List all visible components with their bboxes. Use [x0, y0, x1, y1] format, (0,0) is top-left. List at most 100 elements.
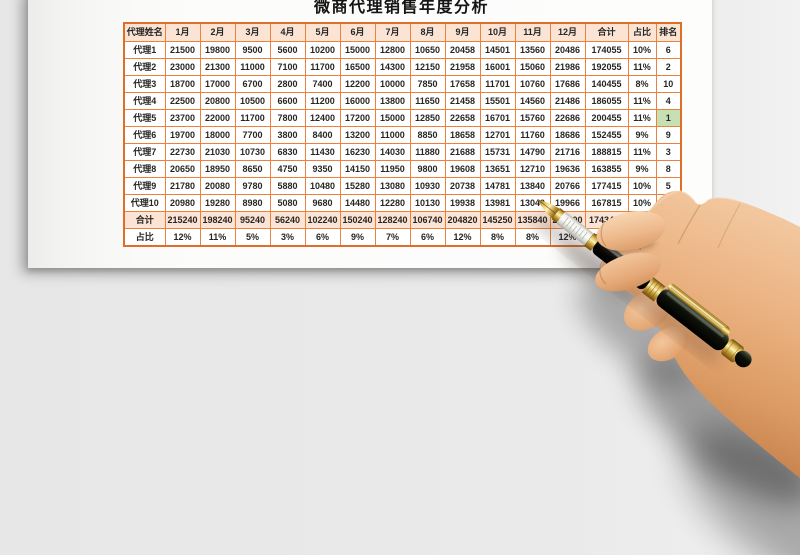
table-cell: 7	[655, 194, 682, 212]
table-cell: 1743430	[584, 211, 629, 229]
table-cell: 代理7	[123, 143, 166, 161]
table-cell: 11%	[627, 92, 657, 110]
table-cell: 174055	[584, 41, 629, 59]
table-cell: 11650	[409, 92, 446, 110]
table-cell: 6%	[409, 228, 446, 247]
table-cell: 4	[655, 92, 682, 110]
table-cell: 192055	[584, 58, 629, 76]
table-cell: 11000	[234, 58, 271, 76]
table-cell: 152455	[584, 126, 629, 144]
table-cell: 128240	[374, 211, 411, 229]
table-cell: 19636	[549, 160, 586, 178]
table-cell: 20738	[444, 177, 481, 195]
table-cell: 21300	[199, 58, 236, 76]
table-cell: 20800	[199, 92, 236, 110]
table-cell: 12701	[479, 126, 516, 144]
table-cell: 18686	[549, 126, 586, 144]
table-cell: 140455	[584, 75, 629, 93]
table-cell: 7850	[409, 75, 446, 93]
table-cell: 21986	[549, 58, 586, 76]
table-cell: 16500	[339, 58, 376, 76]
table-cell: 代理5	[123, 109, 166, 127]
table-cell: 9%	[627, 126, 657, 144]
table-cell: 10000	[374, 75, 411, 93]
table-cell: 20650	[164, 160, 201, 178]
table-cell: 6830	[269, 143, 306, 161]
table-cell: 15501	[479, 92, 516, 110]
table-cell: 22658	[444, 109, 481, 127]
table-cell: 23000	[164, 58, 201, 76]
table-cell: 18700	[164, 75, 201, 93]
table-cell: 5600	[269, 41, 306, 59]
table-cell: 135840	[514, 211, 551, 229]
table-cell: 23700	[164, 109, 201, 127]
ring-fingertip	[647, 326, 689, 362]
table-cell: 188815	[584, 143, 629, 161]
table-cell: 13080	[374, 177, 411, 195]
table-cell: 11950	[374, 160, 411, 178]
table-cell: 11%	[199, 228, 236, 247]
table-cell: 17686	[549, 75, 586, 93]
table-cell: 4750	[269, 160, 306, 178]
table-cell: 19280	[199, 194, 236, 212]
table-cell: 6600	[269, 92, 306, 110]
table-cell: 代理10	[123, 194, 166, 212]
table-cell: 5880	[269, 177, 306, 195]
table-cell: 186055	[584, 92, 629, 110]
table-cell: 5080	[269, 194, 306, 212]
table-cell: 9500	[234, 41, 271, 59]
table-cell: 19966	[549, 194, 586, 212]
table-cell: 215240	[164, 211, 201, 229]
table-cell	[655, 228, 682, 247]
table-cell: 合计	[123, 211, 166, 229]
table-cell: 21030	[199, 143, 236, 161]
table-cell: 8	[655, 160, 682, 178]
table-cell: 7400	[304, 75, 341, 93]
table-cell: 14501	[479, 41, 516, 59]
table-cell: 3	[655, 143, 682, 161]
table-cell: 占比	[123, 228, 166, 247]
table-cell: 12%	[549, 228, 586, 247]
table-cell: 10%	[627, 194, 657, 212]
table-cell: 15000	[339, 41, 376, 59]
table-cell: 16701	[479, 109, 516, 127]
table-cell: 21958	[444, 58, 481, 76]
table-cell: 198240	[199, 211, 236, 229]
column-header: 1月	[164, 22, 201, 42]
column-header: 6月	[339, 22, 376, 42]
table-cell: 12710	[514, 160, 551, 178]
column-header: 4月	[269, 22, 306, 42]
table-cell: 10480	[304, 177, 341, 195]
table-cell: 14030	[374, 143, 411, 161]
table-cell: 11880	[409, 143, 446, 161]
table-cell: 6700	[234, 75, 271, 93]
table-cell: 16230	[339, 143, 376, 161]
column-header: 5月	[304, 22, 341, 42]
column-header: 12月	[549, 22, 586, 42]
table-cell: 14790	[514, 143, 551, 161]
table-cell: 21780	[164, 177, 201, 195]
table-cell: 20458	[444, 41, 481, 59]
table-cell: 10650	[409, 41, 446, 59]
table-cell: 代理1	[123, 41, 166, 59]
table-cell: 10930	[409, 177, 446, 195]
table-cell: 102240	[304, 211, 341, 229]
table-cell: 9%	[627, 160, 657, 178]
table-cell	[655, 211, 682, 229]
pen-clip	[667, 283, 730, 334]
middle-fingertip	[623, 289, 673, 331]
table-cell: 8%	[514, 228, 551, 247]
table-cell: 177415	[584, 177, 629, 195]
table-cell: 13651	[479, 160, 516, 178]
table-cell: 11200	[304, 92, 341, 110]
table-cell: 13800	[374, 92, 411, 110]
table-cell: 100%	[627, 211, 657, 229]
rank-1-highlight-cell: 1	[655, 109, 682, 127]
table-cell: 22500	[164, 92, 201, 110]
hand-shadow	[560, 242, 800, 555]
table-cell: 7%	[374, 228, 411, 247]
table-cell: 10200	[304, 41, 341, 59]
table-cell: 56240	[269, 211, 306, 229]
table-cell: 7800	[269, 109, 306, 127]
